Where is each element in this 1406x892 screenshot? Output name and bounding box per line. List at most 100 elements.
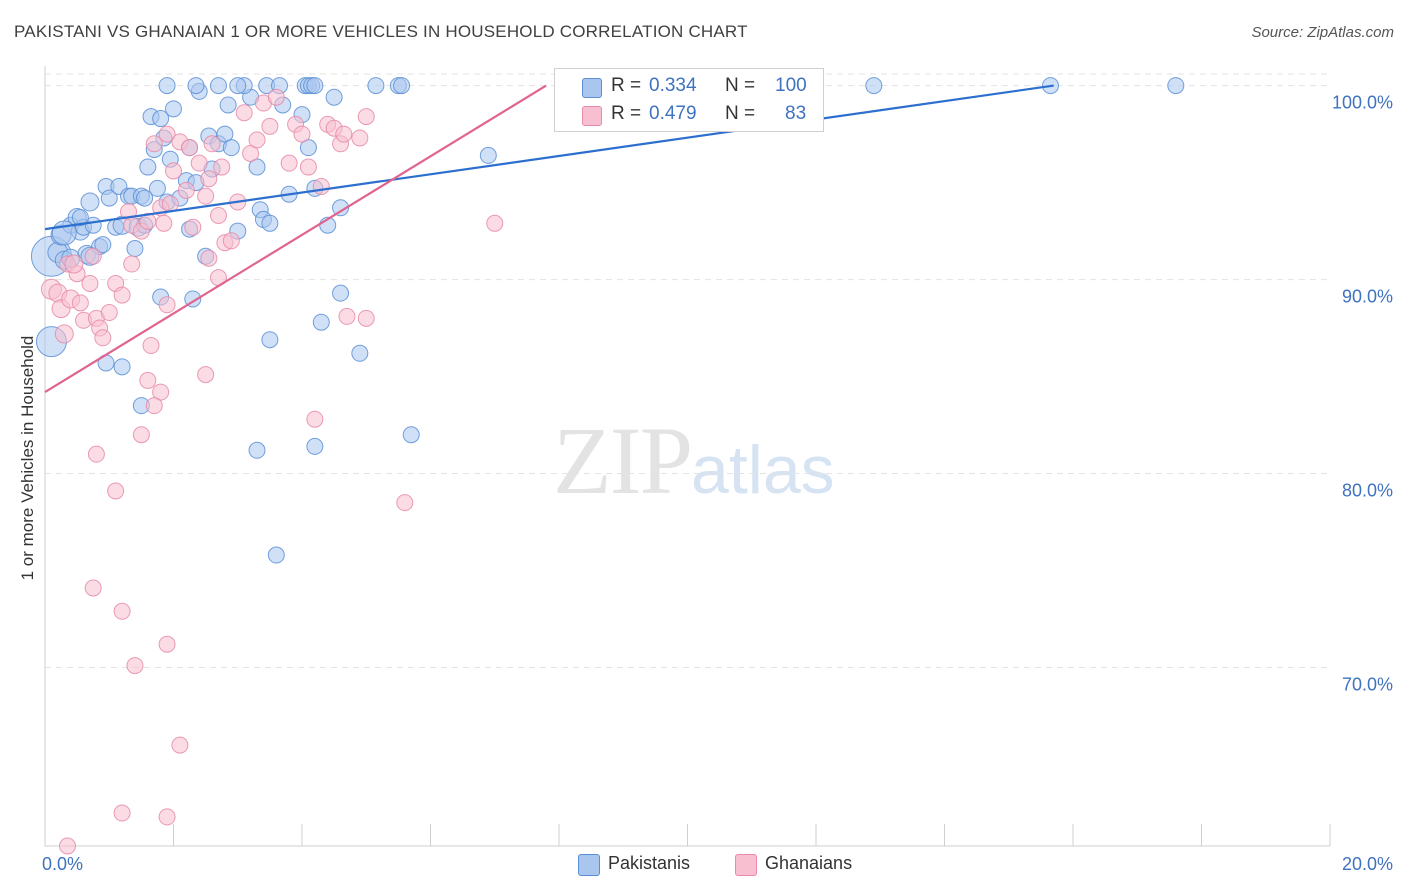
legend-n-label: N = (725, 103, 756, 124)
trendline-ghanaians (44, 84, 547, 394)
point-ghanaians (486, 214, 504, 232)
point-pakistanis (139, 158, 157, 176)
series-label-pakistanis: Pakistanis (608, 853, 691, 873)
point-ghanaians (142, 337, 160, 355)
point-ghanaians (184, 218, 202, 236)
point-pakistanis (306, 77, 324, 95)
point-pakistanis (325, 88, 343, 106)
point-pakistanis (80, 192, 100, 212)
point-ghanaians (222, 232, 240, 250)
point-pakistanis (312, 313, 330, 331)
point-pakistanis (222, 139, 240, 157)
point-pakistanis (248, 441, 266, 459)
point-ghanaians (280, 154, 298, 172)
point-pakistanis (332, 284, 350, 302)
point-ghanaians (145, 135, 163, 153)
point-ghanaians (235, 104, 253, 122)
point-pakistanis (94, 236, 112, 254)
point-pakistanis (126, 240, 144, 258)
point-ghanaians (87, 445, 105, 463)
point-ghanaians (171, 736, 189, 754)
point-ghanaians (155, 214, 173, 232)
point-ghanaians (209, 207, 227, 225)
legend-swatch-pakistanis (582, 78, 602, 98)
point-pakistanis (113, 358, 131, 376)
legend-r-value: 0.334 (649, 75, 697, 96)
point-ghanaians (145, 397, 163, 415)
point-ghanaians (267, 88, 285, 106)
point-pakistanis (261, 214, 279, 232)
point-pakistanis (479, 146, 497, 164)
series-swatch-ghanaians (735, 854, 757, 876)
point-pakistanis (229, 77, 247, 95)
point-pakistanis (367, 77, 385, 95)
point-ghanaians (152, 383, 170, 401)
point-pakistanis (100, 189, 118, 207)
point-ghanaians (299, 158, 317, 176)
point-ghanaians (293, 125, 311, 143)
point-ghanaians (181, 139, 199, 157)
source-credit: Source: ZipAtlas.com (1251, 24, 1394, 41)
point-ghanaians (248, 131, 266, 149)
point-ghanaians (242, 144, 260, 162)
point-ghanaians (197, 366, 215, 384)
point-ghanaians (84, 579, 102, 597)
point-ghanaians (261, 117, 279, 135)
y-tick-label: 100.0% (1332, 93, 1393, 113)
point-pakistanis (299, 139, 317, 157)
point-pakistanis (306, 437, 324, 455)
point-ghanaians (203, 135, 221, 153)
point-ghanaians (158, 808, 176, 826)
point-pakistanis (351, 344, 369, 362)
series-label-ghanaians: Ghanaians (765, 853, 853, 873)
point-ghanaians (123, 255, 141, 273)
x-tick-label-min: 0.0% (42, 854, 83, 874)
point-ghanaians (113, 602, 131, 620)
point-ghanaians (396, 494, 414, 512)
point-pakistanis (261, 331, 279, 349)
point-ghanaians (357, 309, 375, 327)
point-ghanaians (158, 635, 176, 653)
legend-swatch-ghanaians (582, 106, 602, 126)
point-ghanaians (338, 307, 356, 325)
watermark-zip: ZIP (553, 407, 693, 514)
point-ghanaians (306, 410, 324, 428)
point-pakistanis (393, 77, 411, 95)
legend-n-value: 100 (775, 75, 807, 96)
point-pakistanis (248, 158, 266, 176)
y-tick-label: 70.0% (1342, 675, 1393, 695)
point-ghanaians (158, 125, 176, 143)
point-pakistanis (152, 110, 170, 128)
point-ghanaians (351, 129, 369, 147)
point-pakistanis (865, 77, 883, 95)
x-tick-label-max: 20.0% (1342, 854, 1393, 874)
point-ghanaians (54, 324, 74, 344)
point-ghanaians (64, 254, 84, 274)
point-ghanaians (84, 247, 102, 265)
point-ghanaians (100, 304, 118, 322)
point-ghanaians (107, 482, 125, 500)
point-ghanaians (58, 837, 76, 855)
chart-title: PAKISTANI VS GHANAIAN 1 OR MORE VEHICLES… (14, 22, 748, 41)
point-ghanaians (71, 294, 89, 312)
point-ghanaians (190, 154, 208, 172)
legend-n-value: 83 (785, 103, 807, 124)
point-ghanaians (158, 296, 176, 314)
point-ghanaians (357, 108, 375, 126)
point-pakistanis (136, 189, 154, 207)
point-ghanaians (213, 158, 231, 176)
point-ghanaians (165, 162, 182, 180)
legend-r-label: R = (611, 75, 642, 96)
point-pakistanis (267, 546, 285, 564)
trendline-pakistanis (44, 84, 1054, 231)
point-ghanaians (132, 426, 150, 444)
y-tick-label: 80.0% (1342, 481, 1393, 501)
point-pakistanis (332, 199, 350, 217)
legend-r-value: 0.479 (649, 103, 697, 124)
watermark: ZIPatlas (553, 405, 835, 516)
point-ghanaians (81, 274, 99, 292)
point-pakistanis (165, 100, 182, 118)
legend-r-label: R = (611, 103, 642, 124)
point-ghanaians (200, 170, 218, 188)
point-ghanaians (94, 329, 112, 347)
